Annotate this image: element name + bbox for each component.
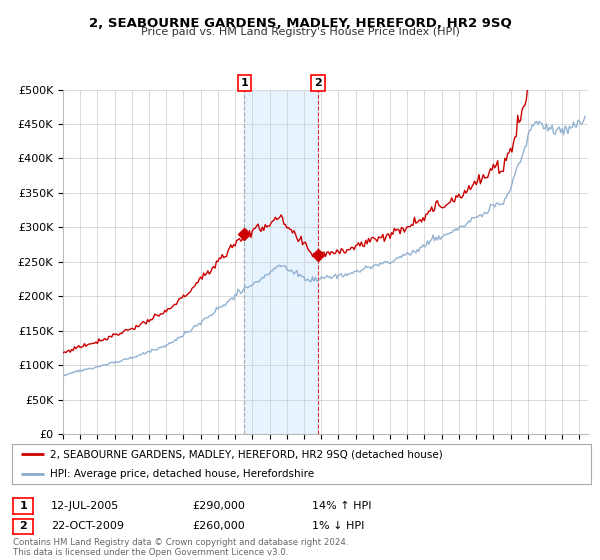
Text: 2, SEABOURNE GARDENS, MADLEY, HEREFORD, HR2 9SQ: 2, SEABOURNE GARDENS, MADLEY, HEREFORD, …: [89, 17, 511, 30]
Text: £290,000: £290,000: [192, 501, 245, 511]
Text: 2: 2: [19, 521, 27, 531]
Bar: [244, 90, 318, 434]
Text: 2: 2: [314, 78, 322, 88]
Text: HPI: Average price, detached house, Herefordshire: HPI: Average price, detached house, Here…: [50, 469, 314, 479]
Text: Price paid vs. HM Land Registry's House Price Index (HPI): Price paid vs. HM Land Registry's House …: [140, 27, 460, 38]
Text: 1% ↓ HPI: 1% ↓ HPI: [312, 521, 364, 531]
Text: 2, SEABOURNE GARDENS, MADLEY, HEREFORD, HR2 9SQ (detached house): 2, SEABOURNE GARDENS, MADLEY, HEREFORD, …: [50, 449, 442, 459]
Text: 1: 1: [241, 78, 248, 88]
Text: 22-OCT-2009: 22-OCT-2009: [51, 521, 124, 531]
Text: 1: 1: [19, 501, 27, 511]
Text: 12-JUL-2005: 12-JUL-2005: [51, 501, 119, 511]
Text: Contains HM Land Registry data © Crown copyright and database right 2024.
This d: Contains HM Land Registry data © Crown c…: [13, 538, 349, 557]
Text: 14% ↑ HPI: 14% ↑ HPI: [312, 501, 371, 511]
Text: £260,000: £260,000: [192, 521, 245, 531]
